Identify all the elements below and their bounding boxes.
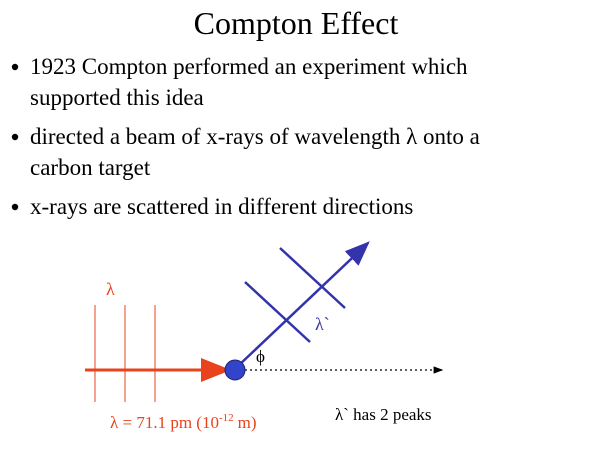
incident-label: λ: [106, 279, 115, 299]
bullet-text: 1923 Compton performed an experiment whi…: [30, 54, 468, 79]
bullet-text: carbon target: [30, 155, 151, 180]
bullet-dot: [11, 203, 19, 211]
target: [224, 359, 246, 381]
bullet-text: supported this idea: [30, 85, 204, 110]
bullet-text: directed a beam of x-rays of wavelength …: [30, 124, 480, 149]
angle-label: ϕ: [256, 347, 265, 366]
scattered-beam: [237, 241, 370, 367]
wavefront: [279, 247, 346, 309]
peaks-label: λ` has 2 peaks: [335, 405, 432, 424]
wavefront: [244, 281, 311, 343]
wavelength-unit: m): [238, 413, 257, 432]
bullet-text: x-rays are scattered in different direct…: [30, 194, 413, 219]
wavelength-exponent: -12: [219, 412, 234, 424]
wavelength-label: λ = 71.1 pm (10-12 m): [110, 412, 257, 432]
bullet-list: 1923 Compton performed an experiment whi…: [11, 54, 480, 219]
diagram: λ λ` ϕ λ = 71.1 pm (10-12 m) λ` has 2 pea…: [85, 241, 444, 432]
wavelength-text: λ = 71.1 pm (10: [110, 413, 219, 432]
bullet-dot: [11, 133, 19, 141]
scattered-label: λ`: [315, 314, 330, 334]
slide-title: Compton Effect: [194, 5, 399, 41]
bullet-dot: [11, 63, 19, 71]
